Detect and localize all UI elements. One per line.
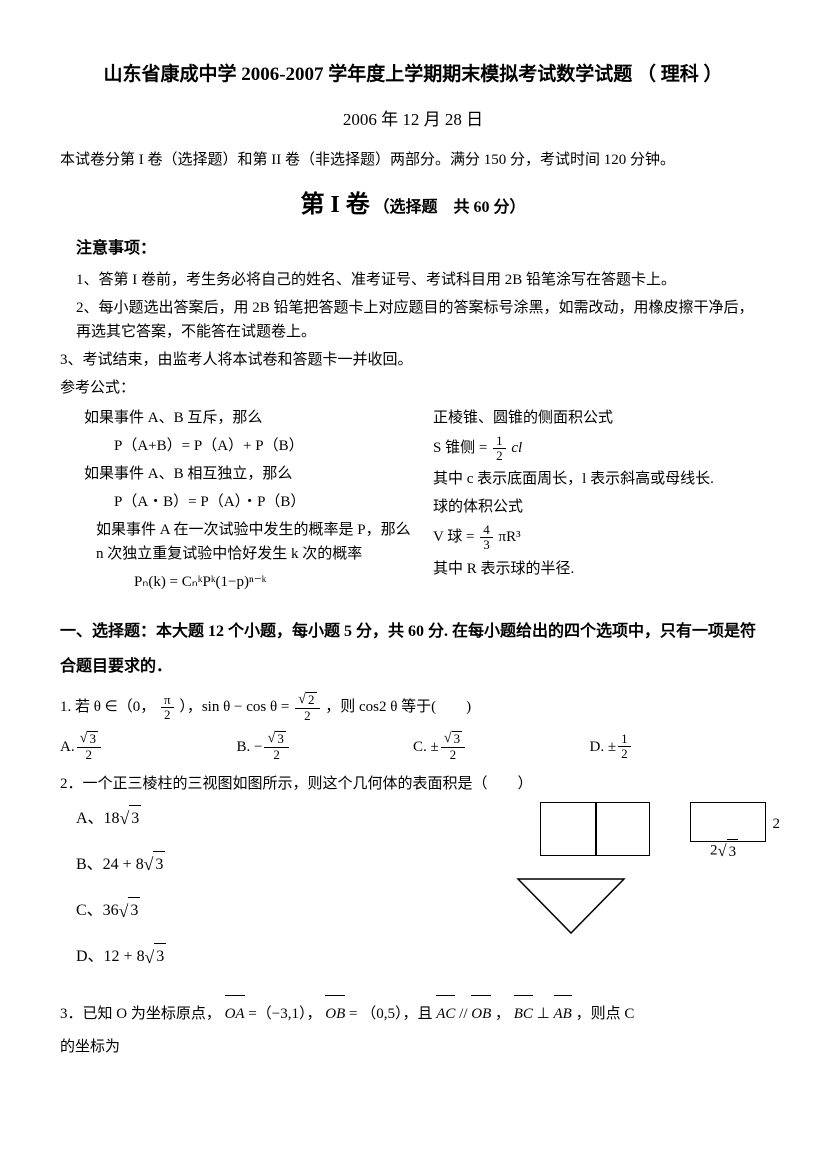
formula-right-col: 正棱锥、圆锥的侧面积公式 S 锥侧 = 1 2 cl 其中 c 表示底面周长，l… — [425, 406, 766, 598]
notice-2: 2、每小题选出答案后，用 2B 铅笔把答题卡上对应题目的答案标号涂黑，如需改动，… — [76, 296, 766, 344]
fr-2: S 锥侧 = 1 2 cl — [433, 434, 766, 464]
fl-1: 如果事件 A、B 互斥，那么 — [84, 406, 417, 430]
diagram-divider — [595, 803, 597, 855]
q2-diagrams: 2 23 — [540, 802, 766, 856]
notice-3: 3、考试结束，由监考人将本试卷和答题卡一并收回。 — [60, 348, 766, 372]
frac-half: 1 2 — [493, 434, 506, 464]
vec-OA: OA — [225, 995, 245, 1031]
section-header: 第 I 卷 （选择题 共 60 分） — [60, 186, 766, 224]
diagram-side-wrap: 2 23 — [690, 802, 766, 842]
q2-optC: C、363 — [76, 897, 766, 925]
notice-1: 1、答第 I 卷前，考生务必将自己的姓名、准考证号、考试科目用 2B 铅笔涂写在… — [76, 268, 766, 292]
q1-optD: D. ± 12 — [590, 731, 767, 762]
diagram-label-bottom: 23 — [710, 838, 738, 864]
fl-5: 如果事件 A 在一次试验中发生的概率是 P，那么 n 次独立重复试验中恰好发生 … — [84, 518, 417, 566]
q1-options: A. 32 B. − 32 C. ± 32 D. ± 12 — [60, 731, 766, 762]
triangle-svg — [516, 877, 626, 937]
formula-label: 参考公式： — [60, 376, 766, 400]
vec-BC: BC — [514, 995, 533, 1031]
q1-pi2: π 2 — [161, 693, 174, 723]
fl-6: Pₙ(k) = CₙᵏPᵏ(1−p)ⁿ⁻ᵏ — [84, 570, 417, 594]
q2-stem: 2．一个正三棱柱的三视图如图所示，则这个几何体的表面积是（ ） — [60, 772, 766, 796]
formula-grid: 如果事件 A、B 互斥，那么 P（A+B）= P（A）+ P（B） 如果事件 A… — [60, 406, 766, 598]
q3: 3．已知 O 为坐标原点， OA =（−3,1）， OB = （0,5），且 A… — [60, 995, 766, 1064]
fl-3: 如果事件 A、B 相互独立，那么 — [84, 462, 417, 486]
fr-1: 正棱锥、圆锥的侧面积公式 — [433, 406, 766, 430]
fr-4: 球的体积公式 — [433, 495, 766, 519]
vec-OB: OB — [325, 995, 345, 1031]
section-big: 第 I 卷 — [300, 192, 369, 218]
q2: 2．一个正三棱柱的三视图如图所示，则这个几何体的表面积是（ ） A、183 B、… — [60, 772, 766, 971]
diagram-side-rect — [690, 802, 766, 842]
q1-optA: A. 32 — [60, 731, 237, 762]
frac-43: 4 3 — [480, 523, 493, 553]
q2-optD: D、12 + 83 — [76, 943, 766, 971]
q1-optC: C. ± 32 — [413, 731, 590, 762]
q1-sq2: 2 2 — [295, 692, 319, 723]
exam-date: 2006 年 12 月 28 日 — [60, 106, 766, 133]
formula-left-col: 如果事件 A、B 互斥，那么 P（A+B）= P（A）+ P（B） 如果事件 A… — [60, 406, 425, 598]
vec-OB2: OB — [471, 995, 491, 1031]
vec-AC: AC — [436, 995, 455, 1031]
diagram-triangle — [516, 877, 626, 945]
fl-4: P（A・B）= P（A）・P（B） — [84, 490, 417, 514]
diagram-label-2: 2 — [773, 812, 781, 836]
intro-text: 本试卷分第 I 卷（选择题）和第 II 卷（非选择题）两部分。满分 150 分，… — [60, 148, 766, 172]
fl-2: P（A+B）= P（A）+ P（B） — [84, 434, 417, 458]
q1-optB: B. − 32 — [237, 731, 414, 762]
notice-title: 注意事项： — [76, 236, 766, 262]
vec-AB: AB — [554, 995, 572, 1031]
section-small: （选择题 共 60 分） — [374, 199, 526, 216]
fr-6: 其中 R 表示球的半径. — [433, 557, 766, 581]
section1-title: 一、选择题：本大题 12 个小题，每小题 5 分，共 60 分. 在每小题给出的… — [60, 614, 766, 684]
fr-3: 其中 c 表示底面周长，l 表示斜高或母线长. — [433, 467, 766, 491]
q1: 1. 若 θ ∈（0， π 2 ），sin θ − cos θ = 2 2 ，则… — [60, 692, 766, 723]
diagram-front-rect — [540, 802, 650, 856]
fr-5: V 球 = 4 3 πR³ — [433, 523, 766, 553]
page-title: 山东省康成中学 2006-2007 学年度上学期期末模拟考试数学试题 （ 理科 … — [60, 60, 766, 90]
